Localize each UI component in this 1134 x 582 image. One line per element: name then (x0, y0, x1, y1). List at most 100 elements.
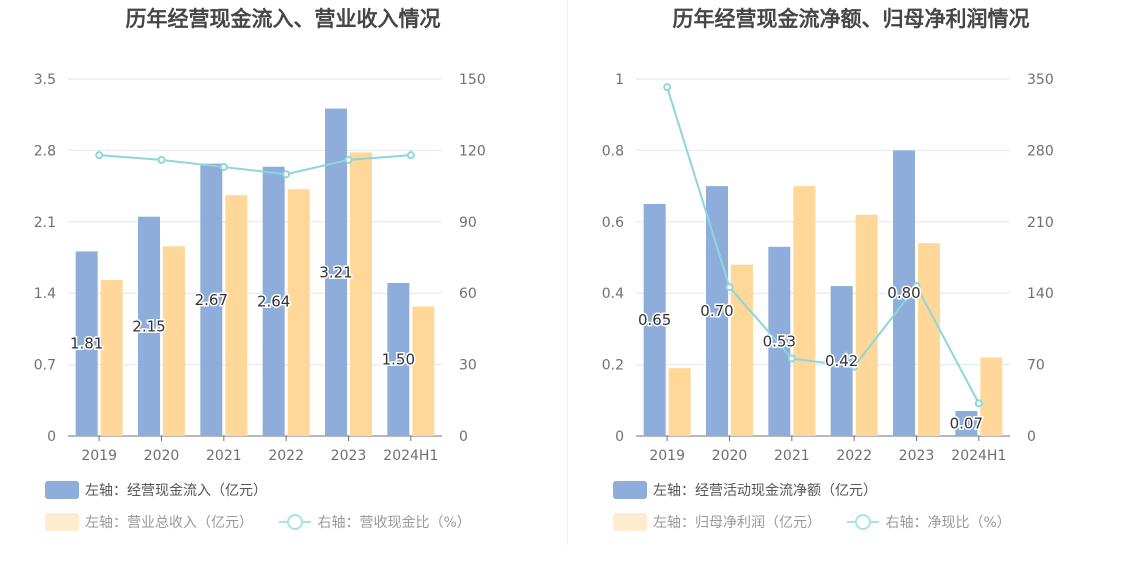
y-tick-label-right: 210 (1027, 215, 1054, 231)
legend-item-bar1[interactable]: 左轴：经营现金流入（亿元） (45, 480, 267, 500)
data-label: 1.81 (70, 335, 103, 353)
y-tick-label-right: 350 (1027, 72, 1054, 88)
legend-label: 右轴：净现比（%） (885, 515, 1011, 531)
y-tick-label-left: 0.4 (602, 286, 624, 302)
chart-title: 历年经营现金流入、营业收入情况 (125, 7, 441, 31)
bar-series1 (387, 283, 410, 436)
y-tick-label-left: 2.1 (34, 215, 56, 231)
line-series (99, 154, 411, 176)
x-tick-label: 2023 (899, 448, 935, 464)
line-point (219, 163, 228, 172)
y-tick-label-left: 0 (47, 429, 56, 445)
line-point (663, 83, 672, 92)
x-tick-label: 2019 (649, 448, 685, 464)
x-tick-label: 2020 (144, 448, 180, 464)
y-tick-label-right: 120 (459, 143, 486, 159)
data-label: 0.53 (763, 332, 796, 350)
bar-series1 (200, 163, 223, 436)
y-tick-label-left: 1 (615, 72, 624, 88)
data-label: 0.70 (700, 302, 733, 320)
bar-series2 (350, 152, 372, 436)
data-label: 0.42 (825, 352, 858, 370)
y-tick-label-left: 0 (615, 429, 624, 445)
legend-line-icon (279, 513, 312, 531)
data-label: 3.21 (319, 263, 352, 281)
y-tick-label-right: 90 (459, 215, 477, 231)
bar-series1 (138, 216, 160, 436)
y-tick-label-right: 70 (1027, 358, 1045, 374)
chart-panel-left: 历年经营现金流入、营业收入情况 0 0 0.7 30 1.4 60 2.1 90 2.8 120 3… (0, 0, 566, 582)
data-label: 1.50 (382, 351, 415, 369)
y-tick-label-right: 60 (459, 286, 477, 302)
x-tick-label: 2021 (206, 448, 242, 464)
bar-series2 (980, 357, 1003, 436)
legend-item-line[interactable]: 右轴：净现比（%） (847, 512, 1011, 532)
line-point (95, 151, 104, 160)
data-label: 0.80 (887, 284, 920, 302)
y-tick-label-left: 1.4 (34, 286, 56, 302)
line-point (725, 283, 734, 292)
chart-title: 历年经营现金流净额、归母净利润情况 (672, 7, 1030, 31)
x-tick-label: 2022 (836, 448, 872, 464)
bar-series1 (643, 203, 666, 436)
bar-series2 (287, 189, 310, 436)
chart-plot-area: 0 0 0.2 70 0.4 140 0.6 210 0.8 280 1 350 2019 2020 202… (602, 72, 1054, 464)
bar-series1 (955, 411, 978, 436)
bar-series2 (163, 246, 185, 436)
y-tick-label-right: 0 (1027, 429, 1036, 445)
line-point (850, 362, 859, 371)
line-point (344, 155, 353, 164)
y-tick-label-right: 0 (459, 429, 468, 445)
x-tick-label: 2020 (712, 448, 748, 464)
y-tick-label-left: 0.6 (602, 215, 624, 231)
x-tick-label: 2021 (774, 448, 810, 464)
bar-series1 (893, 150, 915, 436)
bar-series1 (75, 251, 98, 436)
legend-swatch (613, 481, 647, 499)
bar-series1 (830, 286, 853, 436)
legend-label: 右轴：营收现金比（%） (317, 515, 471, 531)
data-label: 2.67 (195, 291, 228, 309)
legend-swatch (613, 513, 647, 531)
data-label: 0.07 (950, 415, 983, 433)
bar-series2 (100, 279, 123, 436)
bar-series1 (706, 186, 728, 436)
line-point (282, 170, 291, 179)
legend-label: 左轴：经营现金流入（亿元） (85, 483, 267, 499)
bar-series2 (412, 306, 435, 436)
line-point (974, 399, 983, 408)
legend-label: 左轴：归母净利润（亿元） (653, 515, 821, 531)
chart-panel-right: 历年经营现金流净额、归母净利润情况 0 0 0.2 70 0.4 140 0.6 210 0.8… (568, 0, 1134, 582)
x-tick-label: 2019 (81, 448, 117, 464)
legend-item-line[interactable]: 右轴：营收现金比（%） (279, 512, 471, 532)
y-tick-label-left: 3.5 (34, 72, 56, 88)
y-tick-label-right: 280 (1027, 143, 1054, 159)
data-label: 0.65 (638, 311, 671, 329)
y-tick-label-left: 0.8 (602, 143, 624, 159)
x-tick-label: 2024H1 (951, 448, 1006, 464)
legend-swatch (45, 481, 79, 499)
x-tick-label: 2022 (268, 448, 304, 464)
data-label: 2.64 (257, 292, 290, 310)
y-tick-label-left: 0.2 (602, 358, 624, 374)
line-point (787, 354, 796, 363)
legend-label: 左轴：经营活动现金流净额（亿元） (653, 483, 877, 499)
bar-series2 (731, 264, 753, 436)
line-point (157, 155, 166, 164)
legend-item-bar1[interactable]: 左轴：经营活动现金流净额（亿元） (613, 480, 877, 500)
bar-series1 (325, 108, 347, 436)
x-tick-label: 2023 (331, 448, 367, 464)
legend-item-bar2[interactable]: 左轴：归母净利润（亿元） (613, 512, 821, 532)
y-tick-label-left: 0.7 (34, 358, 56, 374)
bar-series2 (668, 368, 691, 436)
x-tick-label: 2024H1 (383, 448, 438, 464)
y-tick-label-left: 2.8 (34, 143, 56, 159)
legend-item-bar2[interactable]: 左轴：营业总收入（亿元） (45, 512, 253, 532)
y-tick-label-right: 30 (459, 358, 477, 374)
legend-line-icon (847, 513, 880, 531)
chart-plot-area: 0 0 0.7 30 1.4 60 2.1 90 2.8 120 3.5 150 2019 2020 202… (34, 72, 486, 464)
legend-label: 左轴：营业总收入（亿元） (85, 515, 253, 531)
line-point (912, 282, 921, 291)
bar-series2 (225, 195, 248, 436)
bar-series1 (262, 166, 285, 436)
